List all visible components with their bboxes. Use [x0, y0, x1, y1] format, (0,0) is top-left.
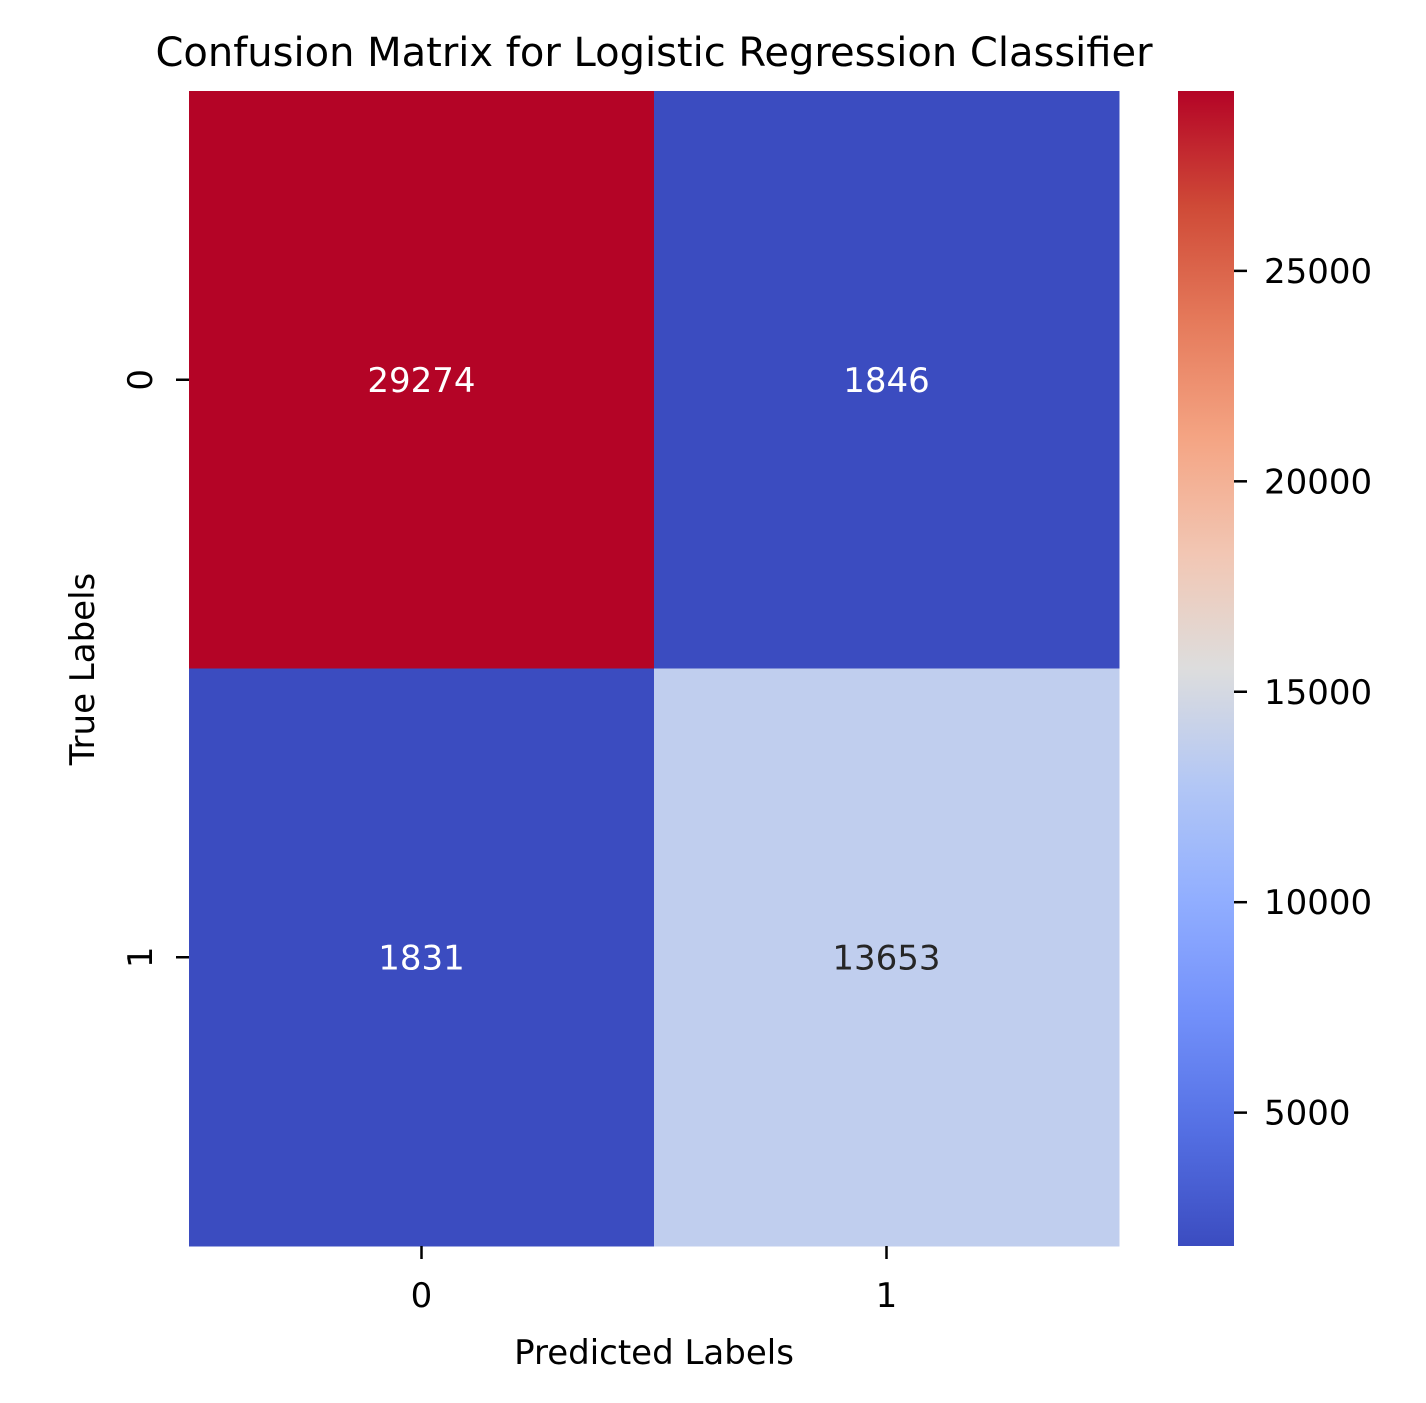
cell-annotation: 29274	[367, 361, 475, 401]
x-tick-label: 1	[876, 1276, 898, 1316]
heatmap-cells	[189, 91, 1120, 1247]
chart-title: Confusion Matrix for Logistic Regression…	[155, 30, 1153, 76]
heatmap-cell	[654, 91, 1120, 669]
colorbar-tick-label: 20000	[1264, 462, 1372, 502]
x-axis-label: Predicted Labels	[514, 1333, 794, 1373]
y-tick-label: 0	[121, 369, 161, 391]
cell-annotation: 1846	[843, 361, 930, 401]
heatmap-cell	[654, 668, 1120, 1247]
cell-annotation: 13653	[832, 938, 940, 978]
y-axis-label: True Labels	[63, 573, 103, 766]
cell-annotation: 1831	[378, 938, 465, 978]
colorbar-tick-label: 10000	[1264, 883, 1372, 923]
heatmap-annotations: 29274 1846 1831 13653	[367, 361, 940, 979]
y-tick-label: 1	[121, 946, 161, 968]
colorbar-tick-label: 5000	[1264, 1094, 1351, 1134]
colorbar-tick-label: 25000	[1264, 252, 1372, 292]
y-axis: 01	[121, 369, 189, 968]
colorbar-ticks: 5000 10000 15000 20000 25000	[1234, 252, 1372, 1134]
x-tick-label: 0	[411, 1276, 433, 1316]
colorbar	[1178, 91, 1234, 1246]
heatmap-cell	[189, 91, 655, 669]
heatmap-cell	[189, 668, 655, 1247]
colorbar-tick-label: 15000	[1264, 673, 1372, 713]
